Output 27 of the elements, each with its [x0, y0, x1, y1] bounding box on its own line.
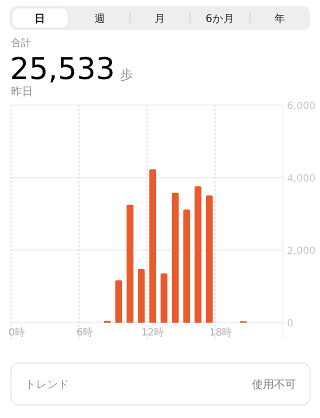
- bar: [206, 195, 213, 323]
- text: 日: [34, 13, 46, 25]
- bar: [149, 169, 156, 323]
- x-tick-label: 0時: [8, 326, 25, 339]
- text: 月: [154, 13, 166, 25]
- x-tick-label: 18時: [209, 326, 232, 339]
- chart-subtitle: 昨日: [11, 85, 33, 98]
- bar: [183, 209, 190, 323]
- text: 使用不可: [252, 378, 296, 391]
- y-tick-label: 0: [287, 318, 294, 330]
- text: トレンド: [25, 378, 69, 391]
- bar: [138, 269, 145, 323]
- text: 週: [94, 13, 106, 25]
- text: 6か月: [206, 13, 234, 25]
- chart-title: 25,533 歩: [10, 52, 133, 87]
- text: 年: [274, 13, 286, 25]
- y-tick-label: 2,000: [287, 246, 316, 258]
- y-tick-label: 4,000: [287, 174, 316, 185]
- x-tick-label: 6時: [76, 326, 93, 339]
- bar: [194, 186, 202, 323]
- x-tick-label: 12時: [141, 326, 164, 339]
- bar: [160, 273, 168, 323]
- bar: [115, 280, 122, 323]
- bar: [172, 192, 179, 323]
- y-tick-label: 6,000: [287, 101, 316, 112]
- text: 合計: [11, 37, 31, 49]
- bar: [126, 204, 134, 323]
